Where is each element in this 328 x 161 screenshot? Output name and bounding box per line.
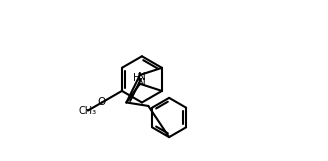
Text: N: N (138, 71, 146, 81)
Text: CH₃: CH₃ (78, 106, 96, 116)
Text: N: N (138, 78, 145, 88)
Text: H: H (133, 73, 141, 83)
Text: O: O (98, 97, 106, 108)
